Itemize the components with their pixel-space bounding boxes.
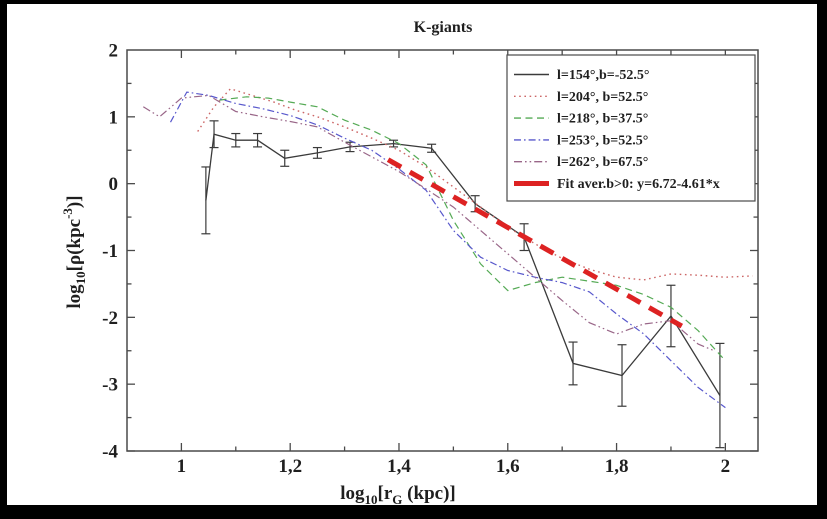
x-tick-label: 1,2	[278, 456, 302, 477]
y-tick-label: 2	[109, 41, 119, 62]
chart-title: K-giants	[414, 19, 473, 36]
legend-box	[506, 54, 756, 202]
tick-labels: 1 1,2 1,4 1,6 1,8 2 -4 -3 -2 -1 0 1 2	[102, 41, 730, 478]
legend-entry-label: l=204°, b=52.5°	[557, 90, 648, 105]
legend-entry-label: l=262°, b=67.5°	[557, 155, 648, 170]
series-1	[201, 120, 725, 449]
series-6	[386, 157, 684, 329]
series-5	[142, 94, 715, 352]
y-tick-label: -3	[102, 375, 118, 396]
y-tick-label: 1	[109, 107, 119, 128]
series-line	[386, 157, 684, 329]
y-tick-label: 0	[109, 174, 119, 195]
x-tick-label: 2	[721, 456, 731, 477]
x-tick-label: 1	[177, 456, 187, 477]
series-4	[169, 91, 726, 409]
series-3	[219, 96, 726, 362]
legend-entry-label: l=154°,b=-52.5°	[557, 68, 650, 83]
legend-entry-label: Fit aver.b>0: y=6.72-4.61*x	[557, 177, 720, 192]
series-line	[169, 91, 726, 409]
x-tick-label: 1,6	[496, 456, 520, 477]
x-tick-label: 1,8	[605, 456, 629, 477]
y-tick-label: -2	[102, 308, 118, 329]
legend-entry-label: l=218°, b=37.5°	[557, 112, 648, 127]
y-axis-label: log10[ρ(kpc-3)]	[60, 195, 88, 308]
y-tick-label: -4	[102, 442, 118, 463]
x-axis-label: log10[rG (kpc)]	[340, 483, 455, 507]
legend-entry-label: l=253°, b=52.5°	[557, 133, 648, 148]
series-line	[219, 96, 726, 362]
legend: l=154°,b=-52.5° l=204°, b=52.5° l=218°, b=…	[506, 54, 756, 202]
y-tick-label: -1	[102, 241, 118, 262]
x-tick-label: 1,4	[387, 456, 411, 477]
series-line	[142, 94, 715, 352]
error-bars	[201, 120, 725, 449]
plot-frame	[126, 49, 759, 452]
